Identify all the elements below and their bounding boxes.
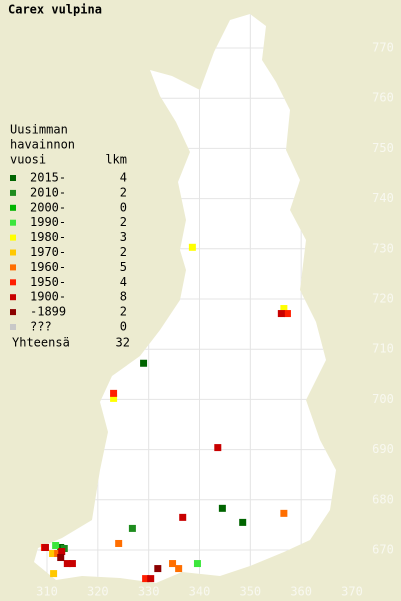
legend-count: 5 [120, 260, 127, 274]
y-tick-label: 710 [372, 342, 394, 356]
x-tick-label: 370 [341, 585, 363, 599]
x-tick-label: 320 [87, 585, 109, 599]
occurrence [128, 524, 136, 532]
legend-swatch [10, 189, 16, 196]
legend-label: 1960- [30, 260, 66, 274]
occurrence [49, 550, 57, 558]
legend-swatch [10, 219, 16, 226]
x-tick-label: 330 [138, 585, 160, 599]
occurrence [147, 575, 155, 583]
occurrence [110, 389, 118, 397]
legend-heading: vuosi [10, 153, 46, 167]
occurrence [52, 541, 60, 549]
occurrence [54, 550, 62, 558]
legend-heading: Uusimman [10, 123, 68, 137]
occurrence [154, 565, 162, 573]
occurrence [63, 560, 71, 568]
y-tick-label: 770 [372, 41, 394, 55]
legend-swatch [10, 324, 16, 330]
legend-label: 1980- [30, 230, 66, 244]
occurrence [115, 539, 123, 547]
y-tick-label: 720 [372, 292, 394, 306]
legend-swatch [10, 294, 16, 301]
x-tick-label: 360 [290, 585, 312, 599]
y-tick-label: 670 [372, 543, 394, 557]
y-tick-label: 700 [372, 392, 394, 406]
layer: 310 320 330 340 350 360 3706706806907007107207… [10, 41, 394, 599]
occurrence [142, 575, 150, 583]
occurrence [41, 543, 49, 551]
total-label: Yhteensä [12, 336, 70, 350]
occurrence [280, 305, 288, 313]
legend-count: 8 [120, 290, 127, 304]
y-tick-label: 680 [372, 492, 394, 506]
occurrence [50, 570, 58, 578]
occurrence [277, 310, 285, 318]
x-tick-label: 350 [239, 585, 261, 599]
legend-count: 2 [120, 245, 127, 259]
occurrence [68, 560, 76, 568]
legend-count: 2 [120, 185, 127, 199]
y-tick-label: 760 [372, 91, 394, 105]
occurrence [179, 513, 187, 521]
occurrence [57, 554, 65, 562]
legend-count: 0 [120, 320, 127, 334]
legend-label: 1900- [30, 290, 66, 304]
legend-label: 1990- [30, 215, 66, 229]
y-tick-label: 750 [372, 141, 394, 155]
legend-swatch [10, 279, 16, 286]
legend-count: 4 [120, 275, 127, 289]
legend-swatch [10, 234, 16, 241]
occurrence [280, 509, 288, 517]
occurrence [214, 444, 222, 452]
legend-label: 2000- [30, 200, 66, 214]
occurrence [175, 565, 183, 573]
occurrence [239, 518, 247, 526]
legend-label: 1970- [30, 245, 66, 259]
legend-count: 4 [120, 171, 127, 185]
x-tick-label: 310 [36, 585, 58, 599]
legend-label: 2015- [30, 171, 66, 185]
occurrence [58, 548, 66, 556]
legend-label: -1899 [30, 305, 66, 319]
legend-label: 1950- [30, 275, 66, 289]
legend-heading: havainnon [10, 138, 75, 152]
occurrence [169, 560, 177, 568]
total: 32 [116, 336, 130, 350]
occurrence [57, 543, 65, 551]
legend-swatch [10, 204, 16, 211]
title: Carex vulpina [8, 3, 102, 17]
occurrence [140, 359, 148, 367]
legend-swatch [10, 309, 16, 316]
occurrence [218, 504, 226, 512]
y-tick-label: 740 [372, 191, 394, 205]
occurrence [283, 310, 291, 318]
legend-swatch [10, 175, 16, 181]
y-tick-label: 730 [372, 241, 394, 255]
occurrence [193, 560, 201, 568]
legend-swatch [10, 264, 16, 271]
legend-swatch [10, 249, 16, 256]
x-tick-label: 340 [189, 585, 211, 599]
legend-count: 0 [120, 200, 127, 214]
occurrence [188, 243, 196, 251]
y-tick-label: 690 [372, 442, 394, 456]
legend-count: 2 [120, 305, 127, 319]
occurrence [110, 394, 118, 402]
legend-count: 2 [120, 215, 127, 229]
count-heading: lkm [105, 153, 127, 167]
legend-count: 3 [120, 230, 127, 244]
legend-label: 2010- [30, 185, 66, 199]
legend-label: ??? [30, 320, 52, 334]
